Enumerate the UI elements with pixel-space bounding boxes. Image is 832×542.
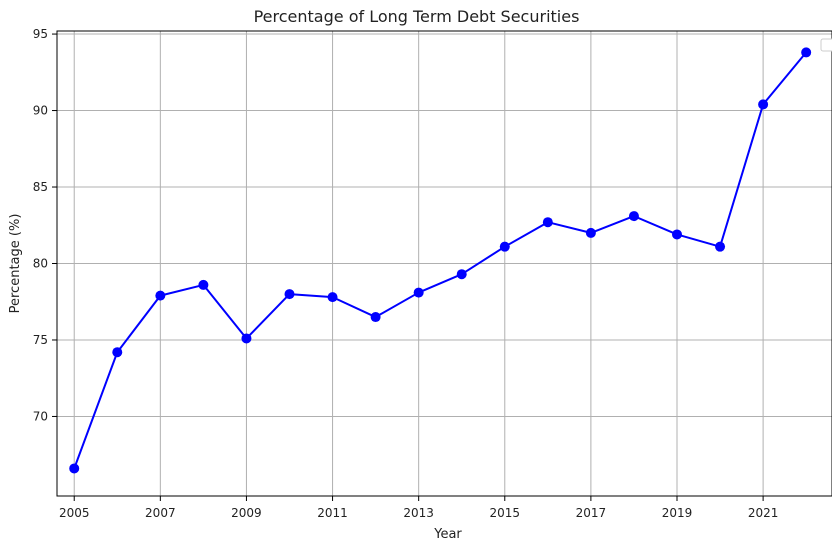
data-point bbox=[499, 241, 510, 252]
y-tick-label: 75 bbox=[33, 333, 48, 347]
data-point bbox=[198, 279, 209, 290]
data-point bbox=[628, 211, 639, 222]
legend-box bbox=[820, 38, 832, 52]
data-point bbox=[112, 347, 123, 358]
data-point bbox=[456, 269, 467, 280]
x-tick-label: 2019 bbox=[662, 506, 693, 520]
y-tick-label: 80 bbox=[33, 257, 48, 271]
y-tick-label: 70 bbox=[33, 409, 48, 423]
x-tick-label: 2009 bbox=[231, 506, 262, 520]
x-tick-label: 2011 bbox=[317, 506, 348, 520]
x-tick-label: 2021 bbox=[748, 506, 779, 520]
y-axis-title: Percentage (%) bbox=[8, 214, 23, 314]
data-point bbox=[370, 312, 381, 323]
y-tick-label: 85 bbox=[33, 180, 48, 194]
data-point bbox=[542, 217, 553, 228]
x-tick-label: 2013 bbox=[403, 506, 434, 520]
y-tick-label: 95 bbox=[33, 27, 48, 41]
y-tick-label: 90 bbox=[33, 104, 48, 118]
x-axis-ticks: 2005 2007 2009 2011 2013 2015 2017 2019 2021 bbox=[59, 496, 778, 520]
y-axis-ticks: 70 75 80 85 90 95 bbox=[33, 27, 57, 423]
data-point bbox=[715, 241, 726, 252]
data-point bbox=[284, 289, 295, 300]
series-line bbox=[73, 51, 807, 469]
data-point bbox=[155, 290, 166, 301]
data-point bbox=[801, 47, 812, 58]
data-point bbox=[327, 292, 338, 303]
data-point bbox=[69, 463, 80, 474]
data-point bbox=[672, 229, 682, 240]
data-point bbox=[241, 333, 252, 344]
grid-layer bbox=[57, 31, 832, 496]
data-point bbox=[585, 227, 596, 238]
x-tick-label: 2007 bbox=[145, 506, 176, 520]
data-point bbox=[413, 287, 424, 298]
x-axis-title: Year bbox=[433, 527, 462, 542]
x-tick-label: 2017 bbox=[576, 506, 607, 520]
series-layer bbox=[69, 47, 812, 474]
chart-title: Percentage of Long Term Debt Securities bbox=[254, 7, 580, 26]
data-point bbox=[758, 99, 769, 110]
x-tick-label: 2005 bbox=[59, 506, 90, 520]
x-tick-label: 2015 bbox=[490, 506, 521, 520]
